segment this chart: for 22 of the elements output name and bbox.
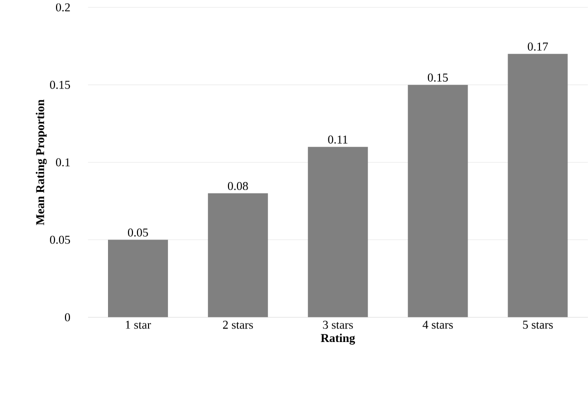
x-tick-label: 1 star bbox=[126, 321, 151, 330]
data-label: 0.05 bbox=[128, 228, 148, 237]
y-axis-title: Mean Rating Proportion bbox=[36, 100, 47, 226]
data-label: 0.15 bbox=[428, 74, 448, 82]
y-tick-label: 0.1 bbox=[56, 158, 70, 167]
y-tick-label: 0 bbox=[64, 313, 70, 322]
bar bbox=[208, 194, 268, 318]
x-tick-label: 5 stars bbox=[523, 321, 553, 329]
bar bbox=[308, 147, 368, 318]
data-label: 0.17 bbox=[528, 42, 548, 51]
bar bbox=[508, 54, 568, 318]
data-label: 0.11 bbox=[328, 136, 348, 144]
bar bbox=[108, 240, 168, 318]
y-tick-label: 0.15 bbox=[50, 81, 70, 90]
x-tick-label: 3 stars bbox=[323, 321, 353, 330]
x-tick-label: 4 stars bbox=[422, 321, 453, 329]
y-tick-label: 0.2 bbox=[56, 4, 70, 12]
data-label: 0.08 bbox=[228, 182, 248, 190]
x-tick-label: 2 stars bbox=[223, 321, 253, 330]
bar bbox=[408, 85, 468, 318]
y-tick-label: 0.05 bbox=[50, 236, 70, 244]
x-axis-title: Rating bbox=[320, 334, 356, 345]
